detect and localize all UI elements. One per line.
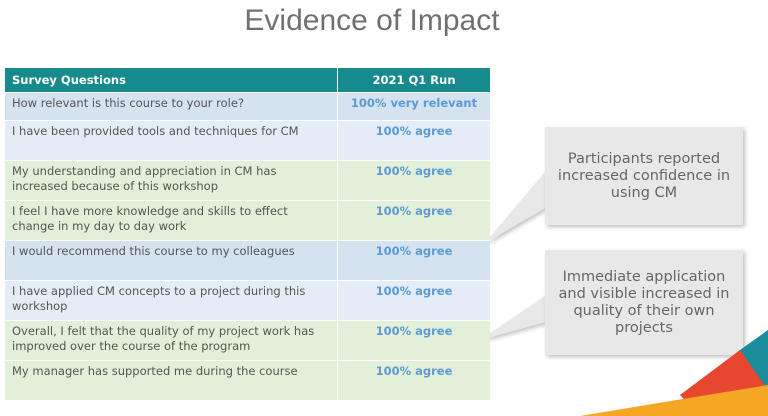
result-cell: 100% very relevant bbox=[338, 92, 490, 120]
callout-pointer bbox=[485, 172, 545, 243]
callout-box bbox=[545, 250, 743, 355]
result-cell: 100% agree bbox=[338, 360, 490, 400]
result-cell: 100% agree bbox=[338, 160, 490, 200]
callout-box bbox=[545, 127, 743, 225]
question-cell: I have been provided tools and technique… bbox=[5, 120, 338, 160]
result-cell: 100% agree bbox=[338, 320, 490, 360]
callout-pointer bbox=[480, 296, 545, 340]
result-cell: 100% agree bbox=[338, 240, 490, 280]
slide-title: Evidence of Impact bbox=[244, 4, 500, 37]
result-cell: 100% agree bbox=[338, 280, 490, 320]
decor bbox=[740, 330, 768, 390]
callout-text: Participants reported increased confiden… bbox=[557, 150, 731, 201]
question-cell: How relevant is this course to your role… bbox=[5, 92, 338, 120]
question-cell: My manager has supported me during the c… bbox=[5, 360, 338, 400]
result-cell: 100% agree bbox=[338, 120, 490, 160]
question-cell: I would recommend this course to my coll… bbox=[5, 240, 338, 280]
question-cell: Overall, I felt that the quality of my p… bbox=[5, 320, 338, 360]
question-cell: My understanding and appreciation in CM … bbox=[5, 160, 338, 200]
header-cell: 2021 Q1 Run bbox=[338, 68, 490, 92]
question-cell: I feel I have more knowledge and skills … bbox=[5, 200, 338, 240]
callout-text: Immediate application and visible increa… bbox=[558, 268, 730, 336]
question-cell: I have applied CM concepts to a project … bbox=[5, 280, 338, 320]
result-cell: 100% agree bbox=[338, 200, 490, 240]
header-cell: Survey Questions bbox=[5, 68, 338, 92]
decor bbox=[580, 385, 768, 416]
